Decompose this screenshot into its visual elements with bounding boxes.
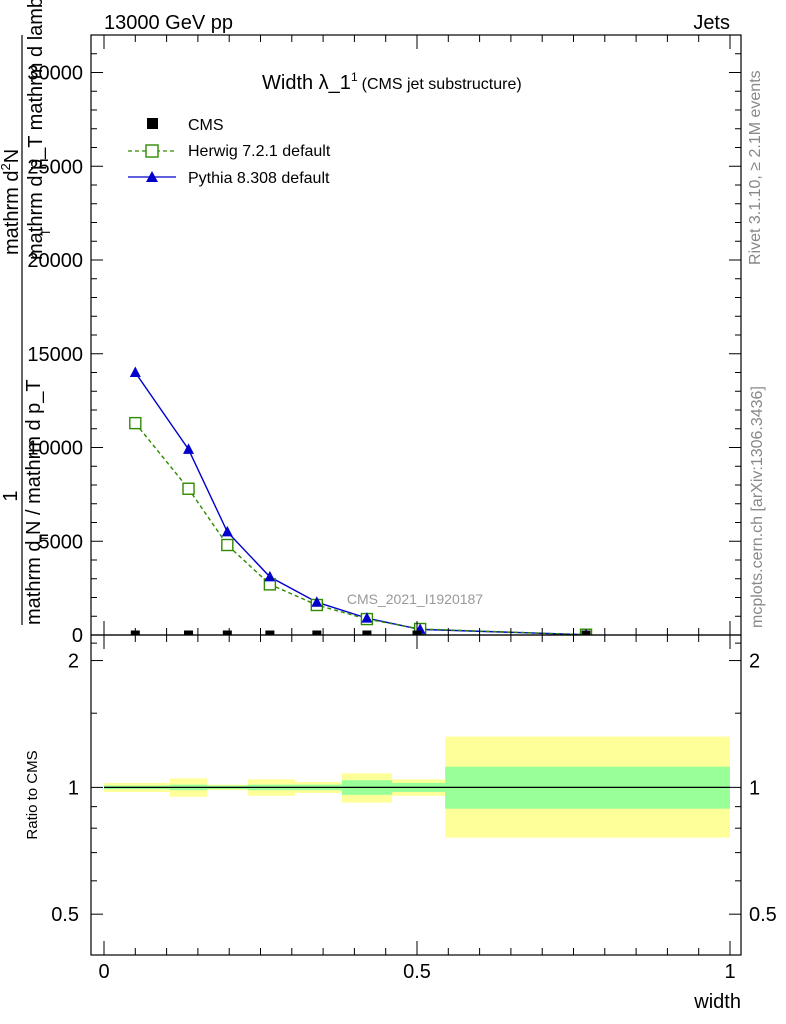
pythia-point-1 [183,443,195,454]
ratio-xtick-label-2: 1 [724,961,735,983]
pythia-point-5 [361,612,373,623]
header-right: Jets [693,12,730,34]
ratio-ytick-label-right-2: 2 [749,651,760,673]
cms-point-3 [265,630,275,635]
ratio-ytick-label-left-2: 2 [68,651,79,673]
main-ytick-label-4: 20000 [27,250,83,272]
main-series-group [129,366,593,635]
main-ytick-label-6: 30000 [27,63,83,85]
main-ytick-label-3: 15000 [27,344,83,366]
plot-title-sub: (CMS jet substructure) [362,76,522,93]
legend-pythia-marker [146,171,158,182]
ratio-ytick-label-right-1: 1 [749,777,760,799]
pythia-point-2 [221,525,233,537]
axis-ticks [91,35,741,955]
ratio-ytick-label-left-1: 1 [68,777,79,799]
mcplots-credit-text: mcplots.cern.ch [arXiv:1306.3436] [749,386,766,628]
analysis-watermark: CMS_2021_I1920187 [347,591,483,607]
legend-herwig-label: Herwig 7.2.1 default [188,143,331,160]
main-y-axis-label: 1 mathrm d N / mathrm d p_T mathrm d2N m… [0,0,53,625]
rivet-version-text: Rivet 3.1.10, ≥ 2.1M events [747,70,764,265]
cms-point-4 [312,630,322,635]
axis-tick-labels: 0 5000 10000 15000 20000 25000 30000 0 0.5 1 0.5 0.… [27,63,776,984]
cms-point-7 [581,630,591,635]
cms-point-1 [184,630,194,635]
pythia-point-3 [264,570,276,582]
y-label-inner-sub: T [39,228,53,236]
header-left: 13000 GeV pp [104,12,233,34]
cms-point-5 [362,630,372,635]
herwig-point-2 [221,538,234,552]
legend-cms-label: CMS [188,117,224,134]
plot-title-main: Width λ_1 [262,72,351,94]
y-label-numerator: mathrm d2N [0,149,23,255]
main-ytick-label-1: 5000 [39,531,84,553]
ratio-ytick-label-right-0: 0.5 [749,904,777,926]
legend-cms-marker [147,118,158,129]
ratio-ytick-label-left-0: 0.5 [51,904,79,926]
y-label-denominator: mathrm d N / mathrm d p_T [23,379,45,625]
pythia-point-4 [311,596,323,607]
x-axis-label: width [693,991,741,1013]
legend-pythia-label: Pythia 8.308 default [188,170,330,187]
y-label-inner-denominator: mathrm d p_T mathrm d lambda [25,0,47,260]
pythia-point-0 [129,366,141,377]
ratio-xtick-label-0: 0 [98,961,109,983]
legend: CMS Herwig 7.2.1 default Pythia 8.308 de… [128,117,331,187]
ratio-plot-frame [90,634,742,956]
cms-point-2 [222,630,232,635]
herwig-point-1 [182,482,195,495]
main-ytick-label-5: 25000 [27,156,83,178]
plot-title-sup: 1 [351,70,358,84]
herwig-line [134,422,587,635]
ratio-xtick-label-1: 0.5 [403,961,431,983]
plot-title: Width λ_11 (CMS jet substructure) [262,70,522,94]
ratio-y-axis-label: Ratio to CMS [24,750,41,839]
legend-herwig-marker [145,144,159,158]
herwig-point-0 [129,416,142,430]
y-label-denominator-sub: T [37,534,51,542]
main-ytick-label-0: 0 [72,625,83,647]
y-label-one: 1 [0,490,22,501]
main-ytick-label-2: 10000 [27,438,83,460]
